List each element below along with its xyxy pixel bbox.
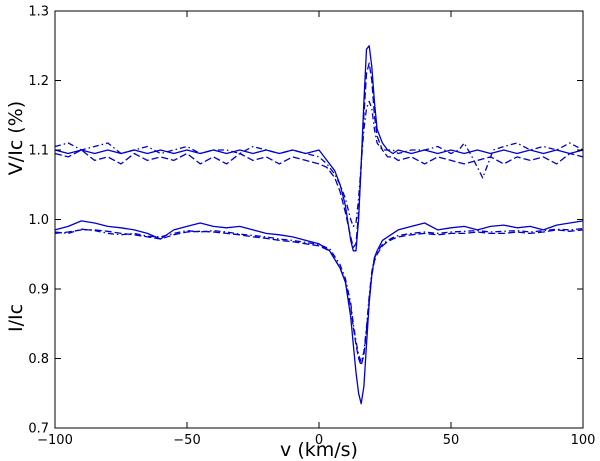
series-line-stokes-V-dashed [54,62,584,248]
series-line-stokes-I-dashdot [54,227,584,363]
y-tick-label: 1.2 [28,74,49,89]
series-line-stokes-V-dashdot [54,100,584,228]
x-tick-label: −50 [173,433,200,448]
series-layer [54,45,584,405]
y-axis-label-top: V/Ic (%) [5,101,27,175]
series-line-stokes-I-dashed [54,229,584,367]
x-tick-label: 100 [571,433,596,448]
x-tick-label: −100 [37,433,73,448]
x-tick-label: 50 [443,433,460,448]
x-axis-label: v (km/s) [280,439,358,461]
plot-frame [54,10,584,429]
series-line-stokes-V-solid [54,45,584,252]
y-tick-label: 1.0 [28,213,49,228]
y-tick-label: 0.8 [28,352,49,367]
y-axis-label-bottom: I/Ic [5,304,27,332]
y-tick-label: 1.1 [28,144,49,159]
y-tick-label: 0.7 [28,422,49,437]
x-tick-label: 0 [315,433,323,448]
y-tick-label: 0.9 [28,283,49,298]
y-tick-label: 1.3 [28,5,49,20]
plot-area [55,11,583,428]
series-line-stokes-I-solid [54,220,584,405]
